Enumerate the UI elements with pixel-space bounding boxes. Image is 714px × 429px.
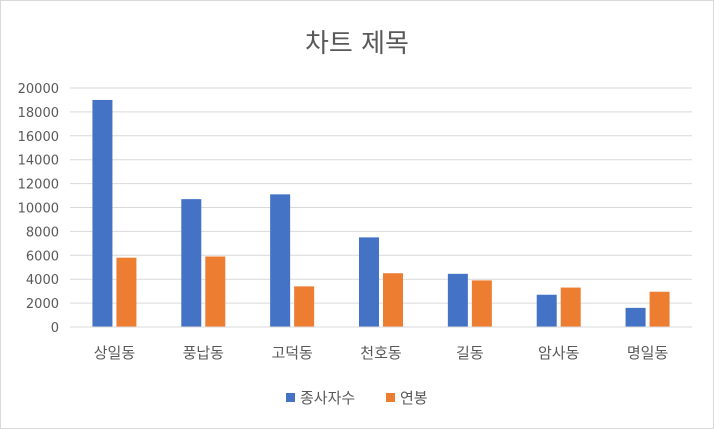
bar-series2 <box>649 291 670 327</box>
y-tick-label: 18000 <box>18 106 59 121</box>
bar-series1 <box>359 237 379 327</box>
bar-series1 <box>625 307 646 327</box>
y-tick-label: 10000 <box>18 202 59 217</box>
y-tick-label: 20000 <box>18 82 59 97</box>
legend-swatch <box>386 393 395 402</box>
y-tick-label: 12000 <box>18 178 59 193</box>
x-category-label: 암사동 <box>538 344 580 362</box>
legend: 종사자수 연봉 <box>286 389 428 407</box>
bars <box>92 99 670 327</box>
bar-series1 <box>270 194 291 327</box>
y-tick-label: 16000 <box>18 130 59 145</box>
y-tick-label: 0 <box>51 321 59 336</box>
bar-series1 <box>447 273 468 327</box>
y-tick-label: 8000 <box>26 225 59 240</box>
chart-title: 차트 제목 <box>305 29 409 59</box>
x-category-label: 천호동 <box>360 344 402 362</box>
bar-series2 <box>471 280 492 327</box>
x-category-label: 길동 <box>456 344 484 362</box>
x-category-label: 명일동 <box>627 344 669 362</box>
legend-swatch <box>286 393 295 402</box>
y-axis-ticks: 0 2000 4000 6000 8000 10000 12000 14000 16000 180… <box>18 82 59 336</box>
bar-series2 <box>294 286 315 327</box>
bar-series1 <box>92 99 113 327</box>
x-category-label: 풍납동 <box>183 344 225 362</box>
legend-label: 종사자수 <box>300 389 355 407</box>
bar-series1 <box>181 199 202 327</box>
x-category-label: 상일동 <box>94 344 136 362</box>
bar-series2 <box>383 273 403 327</box>
bar-series2 <box>205 256 226 327</box>
bar-series1 <box>536 294 557 327</box>
x-category-label: 고덕동 <box>271 344 313 362</box>
y-tick-label: 2000 <box>26 297 59 312</box>
bar-series2 <box>116 257 137 327</box>
y-tick-label: 6000 <box>26 249 59 264</box>
y-tick-label: 14000 <box>18 154 59 169</box>
x-axis-categories: 상일동 풍납동 고덕동 천호동 길동 암사동 명일동 <box>94 344 669 362</box>
gridlines <box>70 87 692 304</box>
bar-series2 <box>560 287 581 327</box>
legend-label: 연봉 <box>400 389 428 407</box>
y-tick-label: 4000 <box>26 273 59 288</box>
